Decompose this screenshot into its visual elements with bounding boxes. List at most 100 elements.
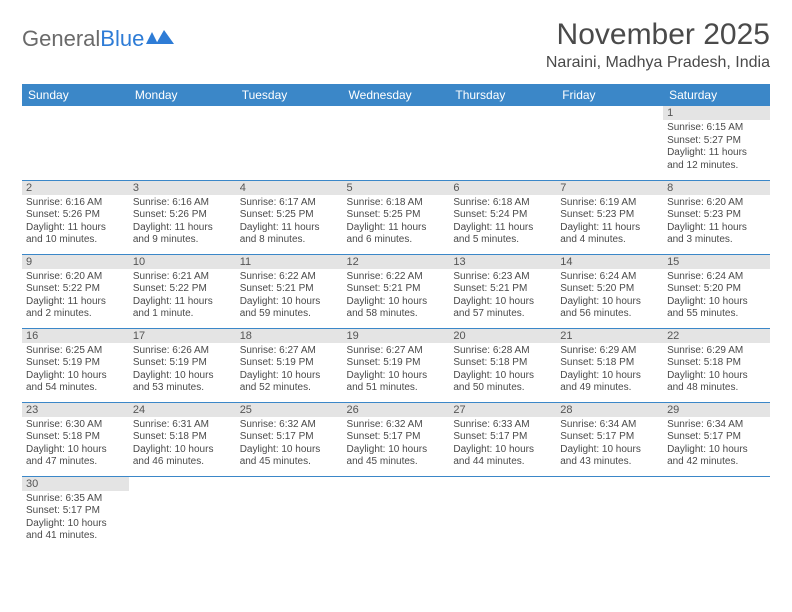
day-body: Sunrise: 6:34 AMSunset: 5:17 PMDaylight:… <box>663 417 770 471</box>
day-number: 1 <box>663 106 770 120</box>
day-body: Sunrise: 6:15 AMSunset: 5:27 PMDaylight:… <box>663 120 770 174</box>
day-body: Sunrise: 6:20 AMSunset: 5:22 PMDaylight:… <box>22 269 129 323</box>
day-cell: 19Sunrise: 6:27 AMSunset: 5:19 PMDayligh… <box>343 328 450 402</box>
sunset-text: Sunset: 5:18 PM <box>667 357 766 370</box>
sunrise-text: Sunrise: 6:15 AM <box>667 122 766 135</box>
daylight-text: Daylight: 11 hours and 10 minutes. <box>26 222 125 247</box>
day-body: Sunrise: 6:32 AMSunset: 5:17 PMDaylight:… <box>236 417 343 471</box>
sunset-text: Sunset: 5:24 PM <box>453 209 552 222</box>
empty-cell <box>343 106 450 180</box>
empty-cell <box>22 106 129 180</box>
day-cell: 17Sunrise: 6:26 AMSunset: 5:19 PMDayligh… <box>129 328 236 402</box>
sunrise-text: Sunrise: 6:28 AM <box>453 345 552 358</box>
sunrise-text: Sunrise: 6:34 AM <box>560 419 659 432</box>
day-number: 11 <box>236 255 343 269</box>
day-cell: 21Sunrise: 6:29 AMSunset: 5:18 PMDayligh… <box>556 328 663 402</box>
sunrise-text: Sunrise: 6:35 AM <box>26 493 125 506</box>
week-row: 23Sunrise: 6:30 AMSunset: 5:18 PMDayligh… <box>22 402 770 476</box>
day-number: 26 <box>343 403 450 417</box>
day-header: Thursday <box>449 84 556 106</box>
daylight-text: Daylight: 11 hours and 5 minutes. <box>453 222 552 247</box>
sunset-text: Sunset: 5:25 PM <box>240 209 339 222</box>
empty-cell <box>556 106 663 180</box>
day-number: 20 <box>449 329 556 343</box>
sunrise-text: Sunrise: 6:19 AM <box>560 197 659 210</box>
day-cell: 24Sunrise: 6:31 AMSunset: 5:18 PMDayligh… <box>129 402 236 476</box>
day-body: Sunrise: 6:27 AMSunset: 5:19 PMDaylight:… <box>236 343 343 397</box>
day-number: 12 <box>343 255 450 269</box>
day-body: Sunrise: 6:35 AMSunset: 5:17 PMDaylight:… <box>22 491 129 545</box>
sunrise-text: Sunrise: 6:33 AM <box>453 419 552 432</box>
day-cell: 26Sunrise: 6:32 AMSunset: 5:17 PMDayligh… <box>343 402 450 476</box>
day-number: 16 <box>22 329 129 343</box>
day-cell: 16Sunrise: 6:25 AMSunset: 5:19 PMDayligh… <box>22 328 129 402</box>
daylight-text: Daylight: 10 hours and 47 minutes. <box>26 444 125 469</box>
sunset-text: Sunset: 5:19 PM <box>347 357 446 370</box>
day-body: Sunrise: 6:22 AMSunset: 5:21 PMDaylight:… <box>236 269 343 323</box>
daylight-text: Daylight: 11 hours and 9 minutes. <box>133 222 232 247</box>
sunset-text: Sunset: 5:18 PM <box>133 431 232 444</box>
daylight-text: Daylight: 10 hours and 45 minutes. <box>240 444 339 469</box>
header: GeneralBlue November 2025 Naraini, Madhy… <box>22 18 770 72</box>
day-cell: 4Sunrise: 6:17 AMSunset: 5:25 PMDaylight… <box>236 180 343 254</box>
sunrise-text: Sunrise: 6:16 AM <box>133 197 232 210</box>
sunrise-text: Sunrise: 6:31 AM <box>133 419 232 432</box>
day-header: Tuesday <box>236 84 343 106</box>
day-cell: 22 Sunrise: 6:29 AMSunset: 5:18 PMDayligh… <box>663 328 770 402</box>
day-cell: 7Sunrise: 6:19 AMSunset: 5:23 PMDaylight… <box>556 180 663 254</box>
daylight-text: Daylight: 10 hours and 49 minutes. <box>560 370 659 395</box>
day-body: Sunrise: 6:21 AMSunset: 5:22 PMDaylight:… <box>129 269 236 323</box>
daylight-text: Daylight: 10 hours and 48 minutes. <box>667 370 766 395</box>
daylight-text: Daylight: 10 hours and 53 minutes. <box>133 370 232 395</box>
day-number: 9 <box>22 255 129 269</box>
sunset-text: Sunset: 5:20 PM <box>560 283 659 296</box>
daylight-text: Daylight: 10 hours and 55 minutes. <box>667 296 766 321</box>
day-body: Sunrise: 6:20 AMSunset: 5:23 PMDaylight:… <box>663 195 770 249</box>
empty-cell <box>556 476 663 550</box>
day-body: Sunrise: 6:16 AMSunset: 5:26 PMDaylight:… <box>129 195 236 249</box>
sunset-text: Sunset: 5:19 PM <box>133 357 232 370</box>
daylight-text: Daylight: 11 hours and 1 minute. <box>133 296 232 321</box>
day-body: Sunrise: 6:27 AMSunset: 5:19 PMDaylight:… <box>343 343 450 397</box>
day-cell: 30Sunrise: 6:35 AMSunset: 5:17 PMDayligh… <box>22 476 129 550</box>
day-header: Wednesday <box>343 84 450 106</box>
sunrise-text: Sunrise: 6:29 AM <box>667 345 766 358</box>
calendar-head: SundayMondayTuesdayWednesdayThursdayFrid… <box>22 84 770 106</box>
sunset-text: Sunset: 5:23 PM <box>667 209 766 222</box>
day-cell: 9Sunrise: 6:20 AMSunset: 5:22 PMDaylight… <box>22 254 129 328</box>
daylight-text: Daylight: 10 hours and 44 minutes. <box>453 444 552 469</box>
daylight-text: Daylight: 10 hours and 51 minutes. <box>347 370 446 395</box>
title-block: November 2025 Naraini, Madhya Pradesh, I… <box>546 18 770 72</box>
day-cell: 25Sunrise: 6:32 AMSunset: 5:17 PMDayligh… <box>236 402 343 476</box>
sunrise-text: Sunrise: 6:22 AM <box>347 271 446 284</box>
sunset-text: Sunset: 5:18 PM <box>560 357 659 370</box>
daylight-text: Daylight: 11 hours and 8 minutes. <box>240 222 339 247</box>
day-cell: 10Sunrise: 6:21 AMSunset: 5:22 PMDayligh… <box>129 254 236 328</box>
daylight-text: Daylight: 11 hours and 3 minutes. <box>667 222 766 247</box>
day-number: 7 <box>556 181 663 195</box>
day-number: 6 <box>449 181 556 195</box>
day-body: Sunrise: 6:23 AMSunset: 5:21 PMDaylight:… <box>449 269 556 323</box>
empty-cell <box>129 476 236 550</box>
sunset-text: Sunset: 5:19 PM <box>240 357 339 370</box>
sunrise-text: Sunrise: 6:16 AM <box>26 197 125 210</box>
day-cell: 1Sunrise: 6:15 AMSunset: 5:27 PMDaylight… <box>663 106 770 180</box>
logo-text-blue: Blue <box>100 26 144 52</box>
sunset-text: Sunset: 5:17 PM <box>453 431 552 444</box>
day-number: 30 <box>22 477 129 491</box>
day-cell: 23Sunrise: 6:30 AMSunset: 5:18 PMDayligh… <box>22 402 129 476</box>
sunrise-text: Sunrise: 6:32 AM <box>347 419 446 432</box>
sunset-text: Sunset: 5:27 PM <box>667 135 766 148</box>
sunrise-text: Sunrise: 6:34 AM <box>667 419 766 432</box>
daylight-text: Daylight: 10 hours and 42 minutes. <box>667 444 766 469</box>
day-body: Sunrise: 6:32 AMSunset: 5:17 PMDaylight:… <box>343 417 450 471</box>
day-header: Friday <box>556 84 663 106</box>
day-number: 22 <box>663 329 770 343</box>
day-number: 14 <box>556 255 663 269</box>
daylight-text: Daylight: 10 hours and 54 minutes. <box>26 370 125 395</box>
day-body: Sunrise: 6:26 AMSunset: 5:19 PMDaylight:… <box>129 343 236 397</box>
empty-cell <box>343 476 450 550</box>
daylight-text: Daylight: 10 hours and 50 minutes. <box>453 370 552 395</box>
sunrise-text: Sunrise: 6:20 AM <box>26 271 125 284</box>
sunset-text: Sunset: 5:17 PM <box>667 431 766 444</box>
